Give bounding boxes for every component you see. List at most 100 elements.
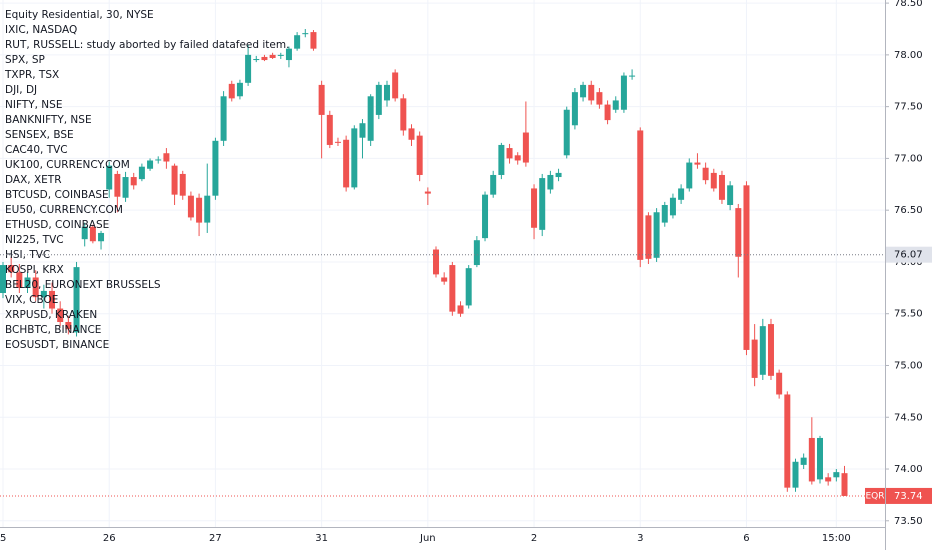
legend-item: TXPR, TSX <box>4 69 59 81</box>
reference-tag <box>886 246 932 263</box>
x-tick-label: 6 <box>743 533 749 544</box>
candle-body <box>702 167 709 181</box>
candle-body <box>629 75 636 77</box>
candle-body <box>539 178 546 230</box>
legend-item: NIFTY, NSE <box>5 99 62 111</box>
candle-body <box>661 205 668 223</box>
candle-body <box>277 54 284 56</box>
candle-body <box>808 437 815 482</box>
legend-item: XRPUSD, KRAKEN <box>5 309 97 321</box>
legend: Equity Residential, 30, NYSE IXIC, NASDA… <box>4 9 289 351</box>
candle-body <box>743 185 750 350</box>
candle-body <box>792 461 799 488</box>
candle-body <box>179 173 186 196</box>
candle-body <box>800 457 807 465</box>
candle-body <box>522 132 529 163</box>
candle-body <box>73 267 80 333</box>
legend-item: BTCUSD, COINBASE <box>5 189 109 201</box>
candle-body <box>228 83 235 99</box>
candle-body <box>261 56 268 61</box>
legend-item: EU50, CURRENCY.COM <box>5 204 123 216</box>
candle-body <box>81 226 88 240</box>
legend-item: RUT, RUSSELL: study aborted by failed da… <box>5 39 289 51</box>
candle-body <box>220 96 227 141</box>
candle-body <box>433 249 440 275</box>
candle-body <box>776 372 783 395</box>
candle-body <box>498 144 505 175</box>
y-tick-label: 78.00 <box>894 50 923 61</box>
candle-body <box>759 326 766 375</box>
candle-body <box>817 437 823 480</box>
last-price-label: 73.74 <box>894 491 923 502</box>
candle-body <box>245 54 252 83</box>
y-tick-label: 77.00 <box>894 153 923 164</box>
symbol-tag <box>865 487 885 504</box>
candle-body <box>24 277 31 288</box>
candle-body <box>694 162 701 165</box>
candle-body <box>563 109 570 156</box>
legend-item: EOSUSDT, BINANCE <box>5 339 109 351</box>
candle-body <box>155 159 162 161</box>
candle-body <box>833 472 840 478</box>
legend-item: DAX, XETR <box>5 174 62 186</box>
candle-body <box>727 185 734 206</box>
candle-body <box>89 226 96 242</box>
candle-body <box>236 82 243 97</box>
legend-item: ETHUSD, COINBASE <box>5 219 109 231</box>
candle-body <box>204 195 211 223</box>
candle-body <box>441 277 448 282</box>
candle-body <box>57 308 64 322</box>
candle-body <box>653 212 660 258</box>
candle-body <box>326 114 333 145</box>
candle-body <box>294 35 301 49</box>
legend-item: KOSPI, KRX <box>5 264 64 276</box>
candle-body <box>106 165 113 190</box>
candle-body <box>596 92 603 105</box>
y-tick-label: 74.00 <box>894 464 923 475</box>
candle-body <box>269 54 276 58</box>
reference-label: 76.07 <box>894 250 923 261</box>
chart-title: Equity Residential, 30, NYSE <box>5 9 154 21</box>
y-tick-label: 77.50 <box>894 102 923 113</box>
candle-body <box>40 290 47 298</box>
candle-body <box>678 188 685 200</box>
x-tick-label: 2 <box>531 533 537 544</box>
candle-body <box>351 128 358 188</box>
candle-body <box>8 265 15 273</box>
candle-body <box>138 166 145 180</box>
x-tick-label: 3 <box>637 533 643 544</box>
candle-body <box>604 104 611 121</box>
candle-body <box>735 208 742 257</box>
candle-body <box>416 135 423 175</box>
x-tick-label: 15:00 <box>822 533 851 544</box>
candle-body <box>114 173 121 197</box>
legend-item: SENSEX, BSE <box>5 129 74 141</box>
candle-body <box>612 100 619 110</box>
legend-item: VIX, CBOE <box>5 294 58 306</box>
candle-body <box>408 128 415 140</box>
candle-body <box>506 148 513 159</box>
candle-body <box>212 140 219 196</box>
legend-item: CAC40, TVC <box>5 144 68 156</box>
legend-item: UK100, CURRENCY.COM <box>5 159 130 171</box>
candle-body <box>367 96 374 141</box>
candle-body <box>122 177 129 198</box>
symbol-label: EQR <box>865 491 884 501</box>
candle-body <box>302 33 309 35</box>
y-tick-label: 75.50 <box>894 309 923 320</box>
candle-body <box>784 394 791 488</box>
candle-body <box>588 84 595 101</box>
candle-body <box>392 72 399 99</box>
candle-body <box>571 92 578 126</box>
legend-item: NI225, TVC <box>5 234 64 246</box>
candle-body <box>65 321 72 330</box>
candle-body <box>825 477 832 482</box>
candle-body <box>0 265 6 294</box>
candle-body <box>343 139 350 188</box>
legend-item: IXIC, NASDAQ <box>5 24 77 36</box>
x-tick-label: 26 <box>103 533 116 544</box>
candle-body <box>449 265 456 312</box>
candle-body <box>555 172 562 178</box>
candle-body <box>196 197 203 223</box>
